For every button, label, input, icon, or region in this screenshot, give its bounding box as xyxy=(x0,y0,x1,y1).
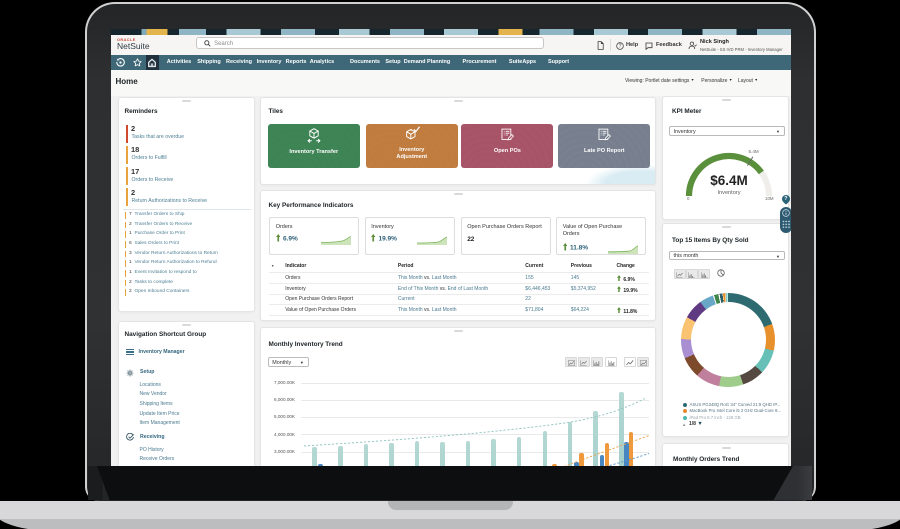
svg-text:?: ? xyxy=(619,43,622,49)
